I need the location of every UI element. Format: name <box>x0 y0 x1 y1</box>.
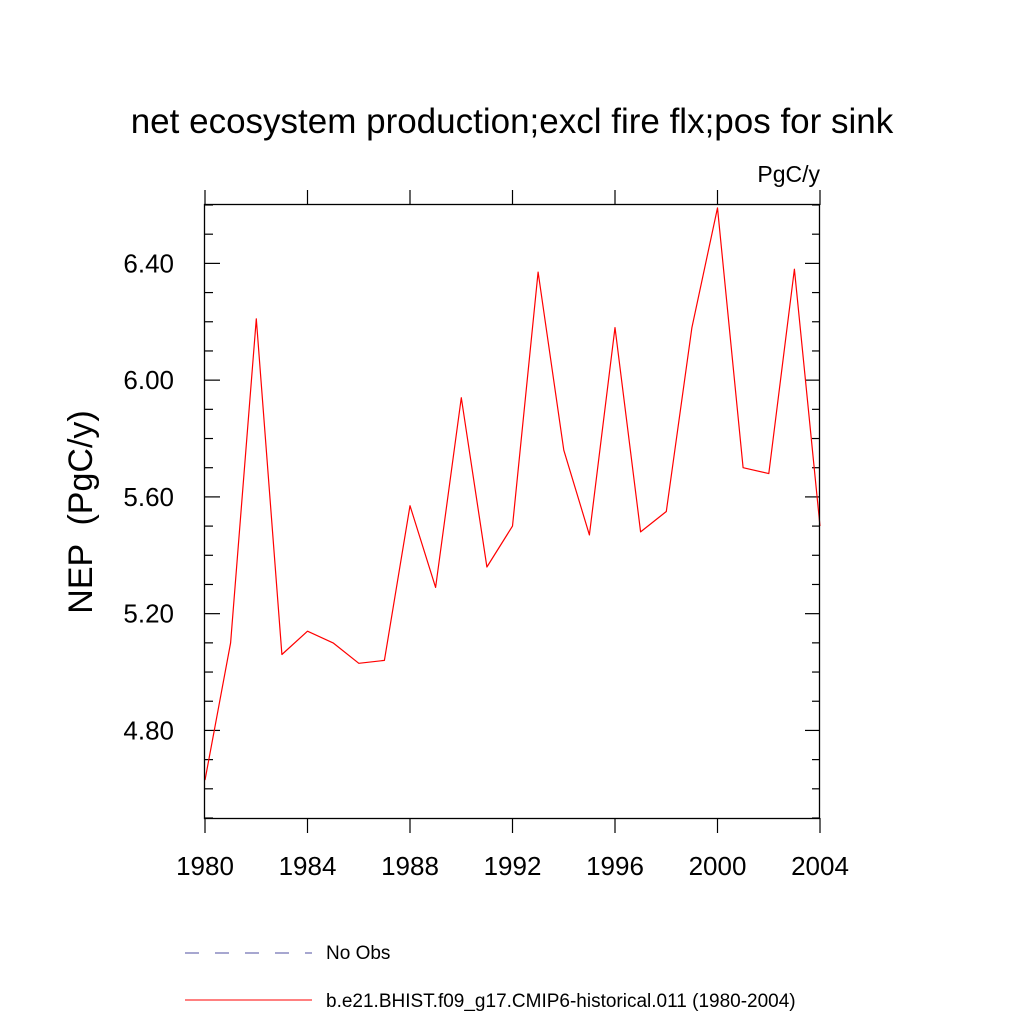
axis-ticks <box>204 190 821 833</box>
x-tick-label: 1984 <box>279 851 337 881</box>
tick-labels: 1980 1984 1988 1992 1996 2000 2004 4.80 5.20 5.60… <box>123 248 849 881</box>
y-tick-label: 5.20 <box>123 599 174 629</box>
x-tick-label: 2004 <box>791 851 849 881</box>
legend-label-no-obs: No Obs <box>326 943 390 964</box>
x-tick-label: 1980 <box>176 851 234 881</box>
units-label: PgC/y <box>757 161 820 187</box>
plot-frame <box>203 203 821 820</box>
y-tick-label: 5.60 <box>123 482 174 512</box>
y-tick-label: 6.00 <box>123 365 174 395</box>
series-line <box>204 207 821 781</box>
chart-title: net ecosystem production;excl fire flx;p… <box>131 102 894 141</box>
x-tick-label: 1996 <box>586 851 644 881</box>
x-tick-label: 2000 <box>689 851 747 881</box>
legend-label-historical: b.e21.BHIST.f09_g17.CMIP6-historical.011… <box>326 991 796 1012</box>
x-tick-label: 1992 <box>484 851 542 881</box>
y-axis-label: NEP (PgC/y) <box>62 410 100 613</box>
y-tick-label: 6.40 <box>123 248 174 278</box>
series-layer <box>204 207 821 781</box>
x-tick-label: 1988 <box>381 851 439 881</box>
legend: No Obs b.e21.BHIST.f09_g17.CMIP6-histori… <box>185 943 796 1012</box>
y-tick-label: 4.80 <box>123 715 174 745</box>
